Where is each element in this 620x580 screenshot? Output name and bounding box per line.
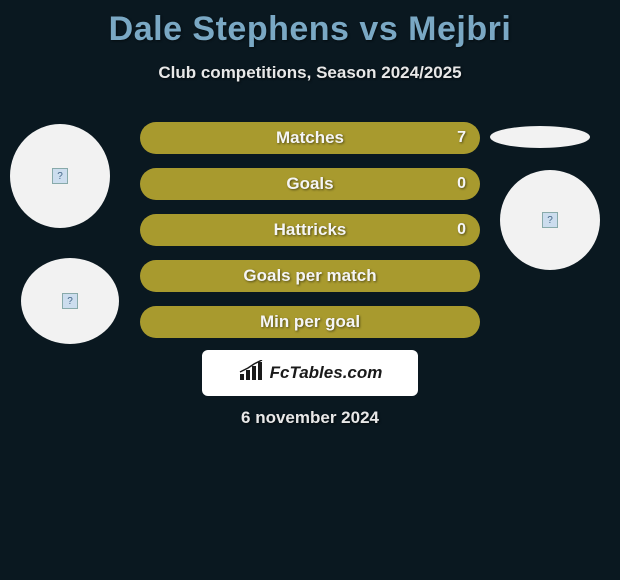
stat-label: Matches (276, 128, 344, 148)
brand-badge: FcTables.com (202, 350, 418, 396)
player-photo-left-2: ? (21, 258, 119, 344)
stat-bar-goals: Goals 0 (140, 168, 480, 200)
stat-label: Hattricks (274, 220, 347, 240)
stat-label: Min per goal (260, 312, 360, 332)
broken-image-icon: ? (542, 212, 558, 228)
stats-container: Matches 7 Goals 0 Hattricks 0 Goals per … (140, 122, 480, 352)
player-photo-left-1: ? (10, 124, 110, 228)
broken-image-icon: ? (62, 293, 78, 309)
chart-icon (238, 360, 266, 387)
stat-bar-min-per-goal: Min per goal (140, 306, 480, 338)
brand-label: FcTables.com (270, 363, 383, 383)
page-subtitle: Club competitions, Season 2024/2025 (0, 63, 620, 83)
stat-bar-goals-per-match: Goals per match (140, 260, 480, 292)
stat-bar-matches: Matches 7 (140, 122, 480, 154)
date-label: 6 november 2024 (0, 408, 620, 428)
page-title: Dale Stephens vs Mejbri (0, 0, 620, 49)
stat-value: 7 (457, 129, 466, 147)
stat-label: Goals per match (243, 266, 376, 286)
stat-value: 0 (457, 175, 466, 193)
decorative-ellipse (490, 126, 590, 148)
stat-bar-hattricks: Hattricks 0 (140, 214, 480, 246)
broken-image-icon: ? (52, 168, 68, 184)
stat-label: Goals (286, 174, 333, 194)
player-photo-right: ? (500, 170, 600, 270)
stat-value: 0 (457, 221, 466, 239)
